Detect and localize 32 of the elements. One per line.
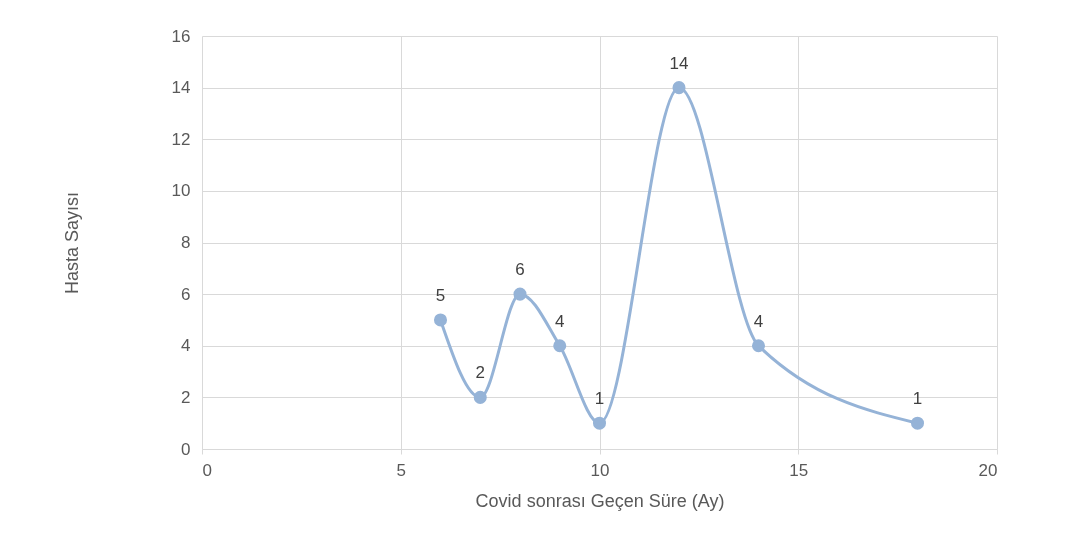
- data-label: 1: [594, 389, 605, 409]
- y-axis-title: Hasta Sayısı: [61, 191, 82, 295]
- y-tick-label: 10: [171, 181, 191, 201]
- point: [473, 390, 487, 404]
- x-tick-label: 20: [978, 460, 998, 480]
- point: [672, 81, 686, 95]
- y-tick-label: 0: [181, 439, 191, 459]
- data-label: 14: [669, 53, 689, 73]
- data-label: 2: [475, 363, 485, 383]
- point: [513, 287, 527, 301]
- data-label: 5: [435, 285, 446, 305]
- y-tick-label: 8: [181, 233, 191, 252]
- y-tick-label: 12: [171, 129, 191, 149]
- y-tick-label: 6: [181, 284, 191, 304]
- x-tick-label: 15: [789, 460, 809, 480]
- y-tick-label: 14: [171, 78, 191, 98]
- x-axis-title: Covid sonrası Geçen Süre (Ay): [475, 490, 725, 511]
- data-label: 4: [555, 311, 565, 331]
- y-tick-label: 2: [181, 387, 191, 407]
- data-label: 1: [912, 389, 923, 409]
- point: [592, 416, 607, 430]
- data-label: 4: [753, 311, 764, 331]
- x-tick-label: 5: [396, 460, 406, 480]
- y-tick-label: 4: [181, 336, 191, 356]
- point: [751, 339, 766, 353]
- data-label: 6: [515, 260, 525, 280]
- x-tick-label: 0: [202, 460, 212, 480]
- point: [910, 416, 925, 430]
- point: [553, 339, 567, 353]
- x-tick-label: 10: [590, 460, 610, 480]
- point: [433, 313, 448, 327]
- y-tick-label: 16: [171, 26, 191, 46]
